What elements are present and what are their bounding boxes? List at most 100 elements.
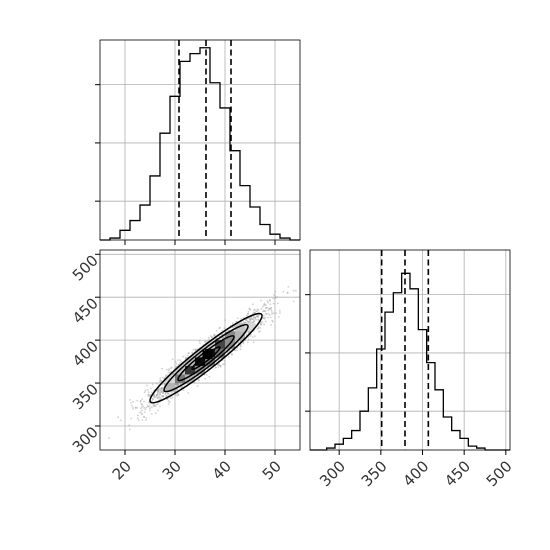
scatter-point — [176, 395, 179, 397]
scatter-point — [147, 395, 150, 398]
scatter-point — [153, 396, 156, 399]
scatter-point — [161, 376, 164, 379]
scatter-point — [231, 322, 234, 325]
scatter-point — [269, 299, 271, 302]
scatter-point — [151, 383, 154, 386]
scatter-point — [250, 321, 252, 323]
scatter-point — [156, 396, 159, 399]
histogram-panel-param2: 300 350 400 450 500 — [305, 249, 516, 490]
scatter-point — [152, 404, 155, 407]
scatter-point — [214, 366, 217, 368]
joint-plot-area — [108, 285, 297, 440]
scatter-point — [175, 383, 178, 385]
scatter-point — [143, 400, 146, 403]
scatter-point — [153, 396, 156, 398]
scatter-point — [247, 321, 250, 323]
scatter-point — [136, 417, 139, 420]
scatter-point — [153, 394, 156, 397]
scatter-point — [153, 394, 155, 397]
scatter-point — [141, 409, 143, 412]
scatter-point — [150, 387, 152, 390]
scatter-point — [174, 383, 177, 386]
scatter-point — [263, 302, 266, 305]
scatter-point — [198, 379, 201, 382]
histogram-bar — [140, 205, 150, 240]
scatter-point — [157, 389, 159, 392]
scatter-point — [257, 318, 259, 321]
scatter-point — [240, 317, 242, 320]
scatter-point — [219, 364, 222, 367]
scatter-point — [279, 309, 281, 312]
scatter-point — [176, 392, 179, 395]
scatter-point — [148, 405, 151, 408]
scatter-point — [249, 335, 252, 337]
scatter-point — [264, 304, 267, 307]
scatter-point — [268, 314, 271, 316]
scatter-point — [146, 388, 149, 391]
scatter-point — [287, 285, 290, 288]
scatter-point — [248, 320, 251, 323]
scatter-point — [188, 352, 191, 354]
scatter-point — [255, 318, 257, 321]
scatter-point — [292, 300, 295, 303]
scatter-point — [234, 349, 237, 352]
y-tick-label: 450 — [69, 294, 102, 327]
scatter-point — [263, 310, 266, 313]
scatter-point — [140, 406, 143, 409]
scatter-point — [169, 397, 172, 399]
scatter-point — [171, 397, 174, 399]
density-cell — [235, 322, 245, 332]
scatter-point — [155, 382, 158, 385]
histogram-bar — [435, 390, 443, 450]
scatter-point — [141, 398, 144, 400]
joint-scatter-panel: 20 30 40 50 300 350 400 450 500 — [69, 249, 301, 483]
scatter-point — [162, 392, 165, 395]
scatter-point — [149, 402, 151, 405]
scatter-point — [237, 342, 240, 344]
scatter-point — [259, 323, 262, 326]
scatter-point — [177, 383, 180, 385]
scatter-point — [276, 302, 279, 305]
histogram-step-1 — [100, 47, 300, 241]
scatter-point — [231, 326, 234, 329]
scatter-point — [198, 340, 201, 343]
scatter-point — [176, 383, 179, 386]
scatter-point — [148, 409, 151, 412]
scatter-point — [256, 315, 259, 318]
scatter-point — [165, 395, 168, 397]
scatter-point — [175, 363, 178, 365]
histogram-bar — [385, 312, 393, 450]
scatter-point — [268, 307, 271, 310]
scatter-point — [162, 395, 165, 397]
scatter-point — [159, 393, 162, 396]
scatter-point — [177, 359, 179, 361]
scatter-point — [130, 417, 133, 420]
scatter-point — [245, 319, 248, 321]
scatter-point — [257, 327, 260, 330]
scatter-point — [259, 327, 262, 329]
scatter-point — [252, 341, 255, 344]
scatter-point — [162, 395, 165, 398]
scatter-point — [167, 371, 170, 374]
scatter-point — [242, 341, 245, 344]
histogram-bar — [260, 224, 270, 240]
scatter-point — [108, 437, 110, 440]
scatter-point — [223, 360, 226, 362]
scatter-point — [147, 393, 150, 396]
scatter-point — [151, 400, 154, 402]
scatter-point — [170, 370, 172, 373]
histogram-bar — [368, 388, 376, 450]
scatter-point — [248, 321, 251, 324]
density-cell — [195, 357, 205, 366]
scatter-point — [249, 308, 252, 311]
scatter-point — [218, 364, 221, 366]
scatter-point — [145, 406, 148, 409]
scatter-point — [177, 393, 180, 396]
scatter-point — [157, 397, 159, 399]
scatter-point — [265, 306, 267, 309]
scatter-point — [179, 359, 182, 362]
scatter-point — [157, 409, 159, 412]
scatter-point — [176, 388, 179, 391]
scatter-point — [264, 316, 266, 319]
scatter-point — [263, 314, 265, 317]
